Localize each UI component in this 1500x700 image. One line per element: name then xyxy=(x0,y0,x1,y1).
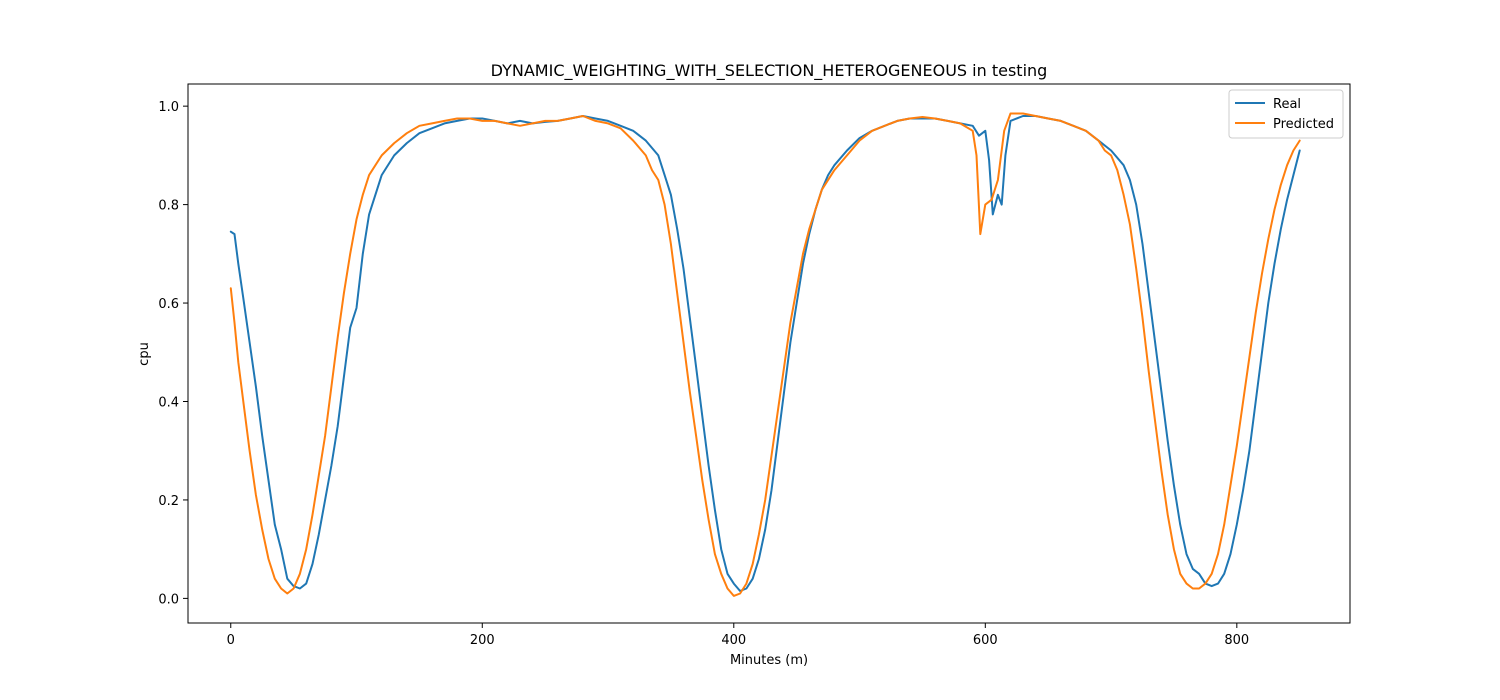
y-tick-label: 0.4 xyxy=(158,395,179,410)
plot-frame xyxy=(187,83,1351,624)
y-axis-label: cpu xyxy=(137,342,152,366)
x-tick-label: 200 xyxy=(470,633,495,648)
plot-lines xyxy=(229,112,1301,597)
x-axis: 0 200 400 600 800 xyxy=(227,623,1249,648)
chart-title: DYNAMIC_WEIGHTING_WITH_SELECTION_HETEROG… xyxy=(491,61,1048,81)
series-line-real xyxy=(229,115,1301,592)
x-tick-label: 800 xyxy=(1224,633,1249,648)
series-line-predicted xyxy=(229,112,1301,597)
y-axis: 0.0 0.2 0.4 0.6 0.8 1.0 xyxy=(158,100,188,607)
x-tick-label: 400 xyxy=(721,633,746,648)
y-tick-label: 0.6 xyxy=(158,297,179,312)
y-tick-label: 0.8 xyxy=(158,199,179,214)
legend-label-predicted: Predicted xyxy=(1273,117,1334,132)
y-tick-label: 0.0 xyxy=(158,592,179,607)
y-tick-label: 0.2 xyxy=(158,494,179,509)
x-axis-label: Minutes (m) xyxy=(730,653,808,668)
x-tick-label: 600 xyxy=(973,633,998,648)
legend-label-real: Real xyxy=(1273,97,1301,112)
x-tick-label: 0 xyxy=(227,633,235,648)
y-tick-label: 1.0 xyxy=(158,100,179,115)
legend: Real Predicted xyxy=(1228,89,1344,139)
